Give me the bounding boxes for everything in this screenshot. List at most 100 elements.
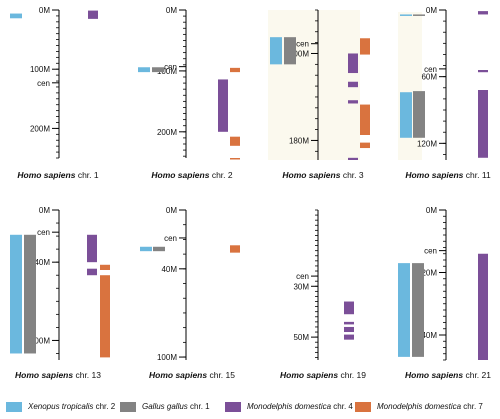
synteny-block [344,301,354,315]
synteny-block [87,234,97,263]
synteny-block [360,38,370,55]
caption-species: Homo sapiens [151,170,209,180]
caption-species: Homo sapiens [149,370,207,380]
synteny-block [400,92,412,138]
centromere-label: cen [164,63,177,72]
centromere-label: cen [37,228,50,237]
centromere-label: cen [164,234,177,243]
panel-caption: Homo sapiens chr. 19 [280,370,366,380]
synteny-block [344,334,354,340]
panel-caption: Homo sapiens chr. 1 [17,170,99,180]
tick-label: 30M [293,282,309,291]
caption-species: Homo sapiens [17,170,75,180]
synteny-block [100,275,110,358]
legend-swatch-gallus [120,402,136,412]
synteny-block [230,245,240,253]
synteny-block [344,321,354,325]
tick-label: 40M [34,258,50,267]
synteny-block [88,10,98,19]
synteny-block [230,158,240,160]
pale-band [268,10,360,160]
caption-species: Homo sapiens [282,170,340,180]
centromere-label: cen [296,272,309,281]
synteny-block [360,104,370,135]
caption-chromosome: chr. 2 [209,170,232,180]
caption-chromosome: chr. 13 [73,370,101,380]
panel-caption: Homo sapiens chr. 11 [405,170,491,180]
tick-label: 100M [289,49,309,58]
tick-label: 180M [289,136,309,145]
tick-label: 60M [421,73,437,82]
legend-label-genus: Monodelphis domestica [247,402,332,411]
centromere-label: cen [37,79,50,88]
tick-label: 100M [30,336,50,345]
centromere-label: cen [424,247,437,256]
synteny-block [413,91,425,138]
synteny-block [87,268,97,276]
synteny-block [398,263,410,357]
legend-swatch-monodelphis-7 [355,402,371,412]
caption-chromosome: chr. 3 [340,170,363,180]
legend-label-chr: chr. 4 [331,402,353,411]
synteny-block [10,234,22,354]
synteny-block [348,157,358,160]
legend-label-chr: chr. 2 [93,402,116,411]
synteny-block [153,246,165,252]
caption-species: Homo sapiens [405,170,463,180]
synteny-block [412,263,424,357]
legend-swatch-xenopus [6,402,22,412]
synteny-block [360,142,370,149]
synteny-block [218,79,228,132]
legend-label-genus: Xenopus tropicalis [28,402,94,411]
tick-label: 20M [421,269,437,278]
caption-species: Homo sapiens [15,370,73,380]
synteny-block [348,100,358,104]
panel-caption: Homo sapiens chr. 2 [151,170,233,180]
synteny-block [270,37,282,65]
synteny-block [400,14,412,16]
caption-chromosome: chr. 15 [207,370,235,380]
synteny-block [100,264,110,270]
caption-chromosome: chr. 11 [463,170,491,180]
synteny-block [284,37,296,65]
legend-label-genus: Monodelphis domestica [377,402,462,411]
caption-chromosome: chr. 21 [463,370,491,380]
legend-swatch-monodelphis-4 [225,402,241,412]
tick-label: 40M [161,265,177,274]
legend-label-chr: chr. 1 [187,402,210,411]
caption-species: Homo sapiens [405,370,463,380]
tick-label: 100M [157,353,177,362]
tick-label: 40M [421,331,437,340]
synteny-block [24,234,36,354]
synteny-block [10,13,22,19]
tick-label: 200M [30,124,50,133]
synteny-block [478,253,488,360]
synteny-block [478,90,488,158]
tick-label: 200M [157,128,177,137]
tick-label: 0M [166,6,177,15]
panel-caption: Homo sapiens chr. 3 [282,170,364,180]
tick-label: 100M [30,65,50,74]
centromere-label: cen [296,40,309,49]
caption-species: Homo sapiens [280,370,338,380]
synteny-block [413,14,425,16]
synteny-block [152,67,164,73]
synteny-block [478,70,488,73]
tick-label: 0M [426,206,437,215]
tick-label: 0M [39,206,50,215]
synteny-block [230,67,240,73]
synteny-block [348,53,358,74]
tick-label: 0M [426,6,437,15]
panel-caption: Homo sapiens chr. 21 [405,370,491,380]
tick-label: 50M [293,333,309,342]
panel-caption: Homo sapiens chr. 15 [149,370,235,380]
synteny-block [348,81,358,88]
legend: Xenopus tropicalis chr. 2 Gallus gallus … [0,399,500,419]
tick-label: 0M [166,206,177,215]
legend-label-chr: chr. 7 [461,402,483,411]
pale-band [398,12,422,160]
caption-chromosome: chr. 1 [75,170,98,180]
centromere-label: cen [424,65,437,74]
synteny-block [344,326,354,333]
